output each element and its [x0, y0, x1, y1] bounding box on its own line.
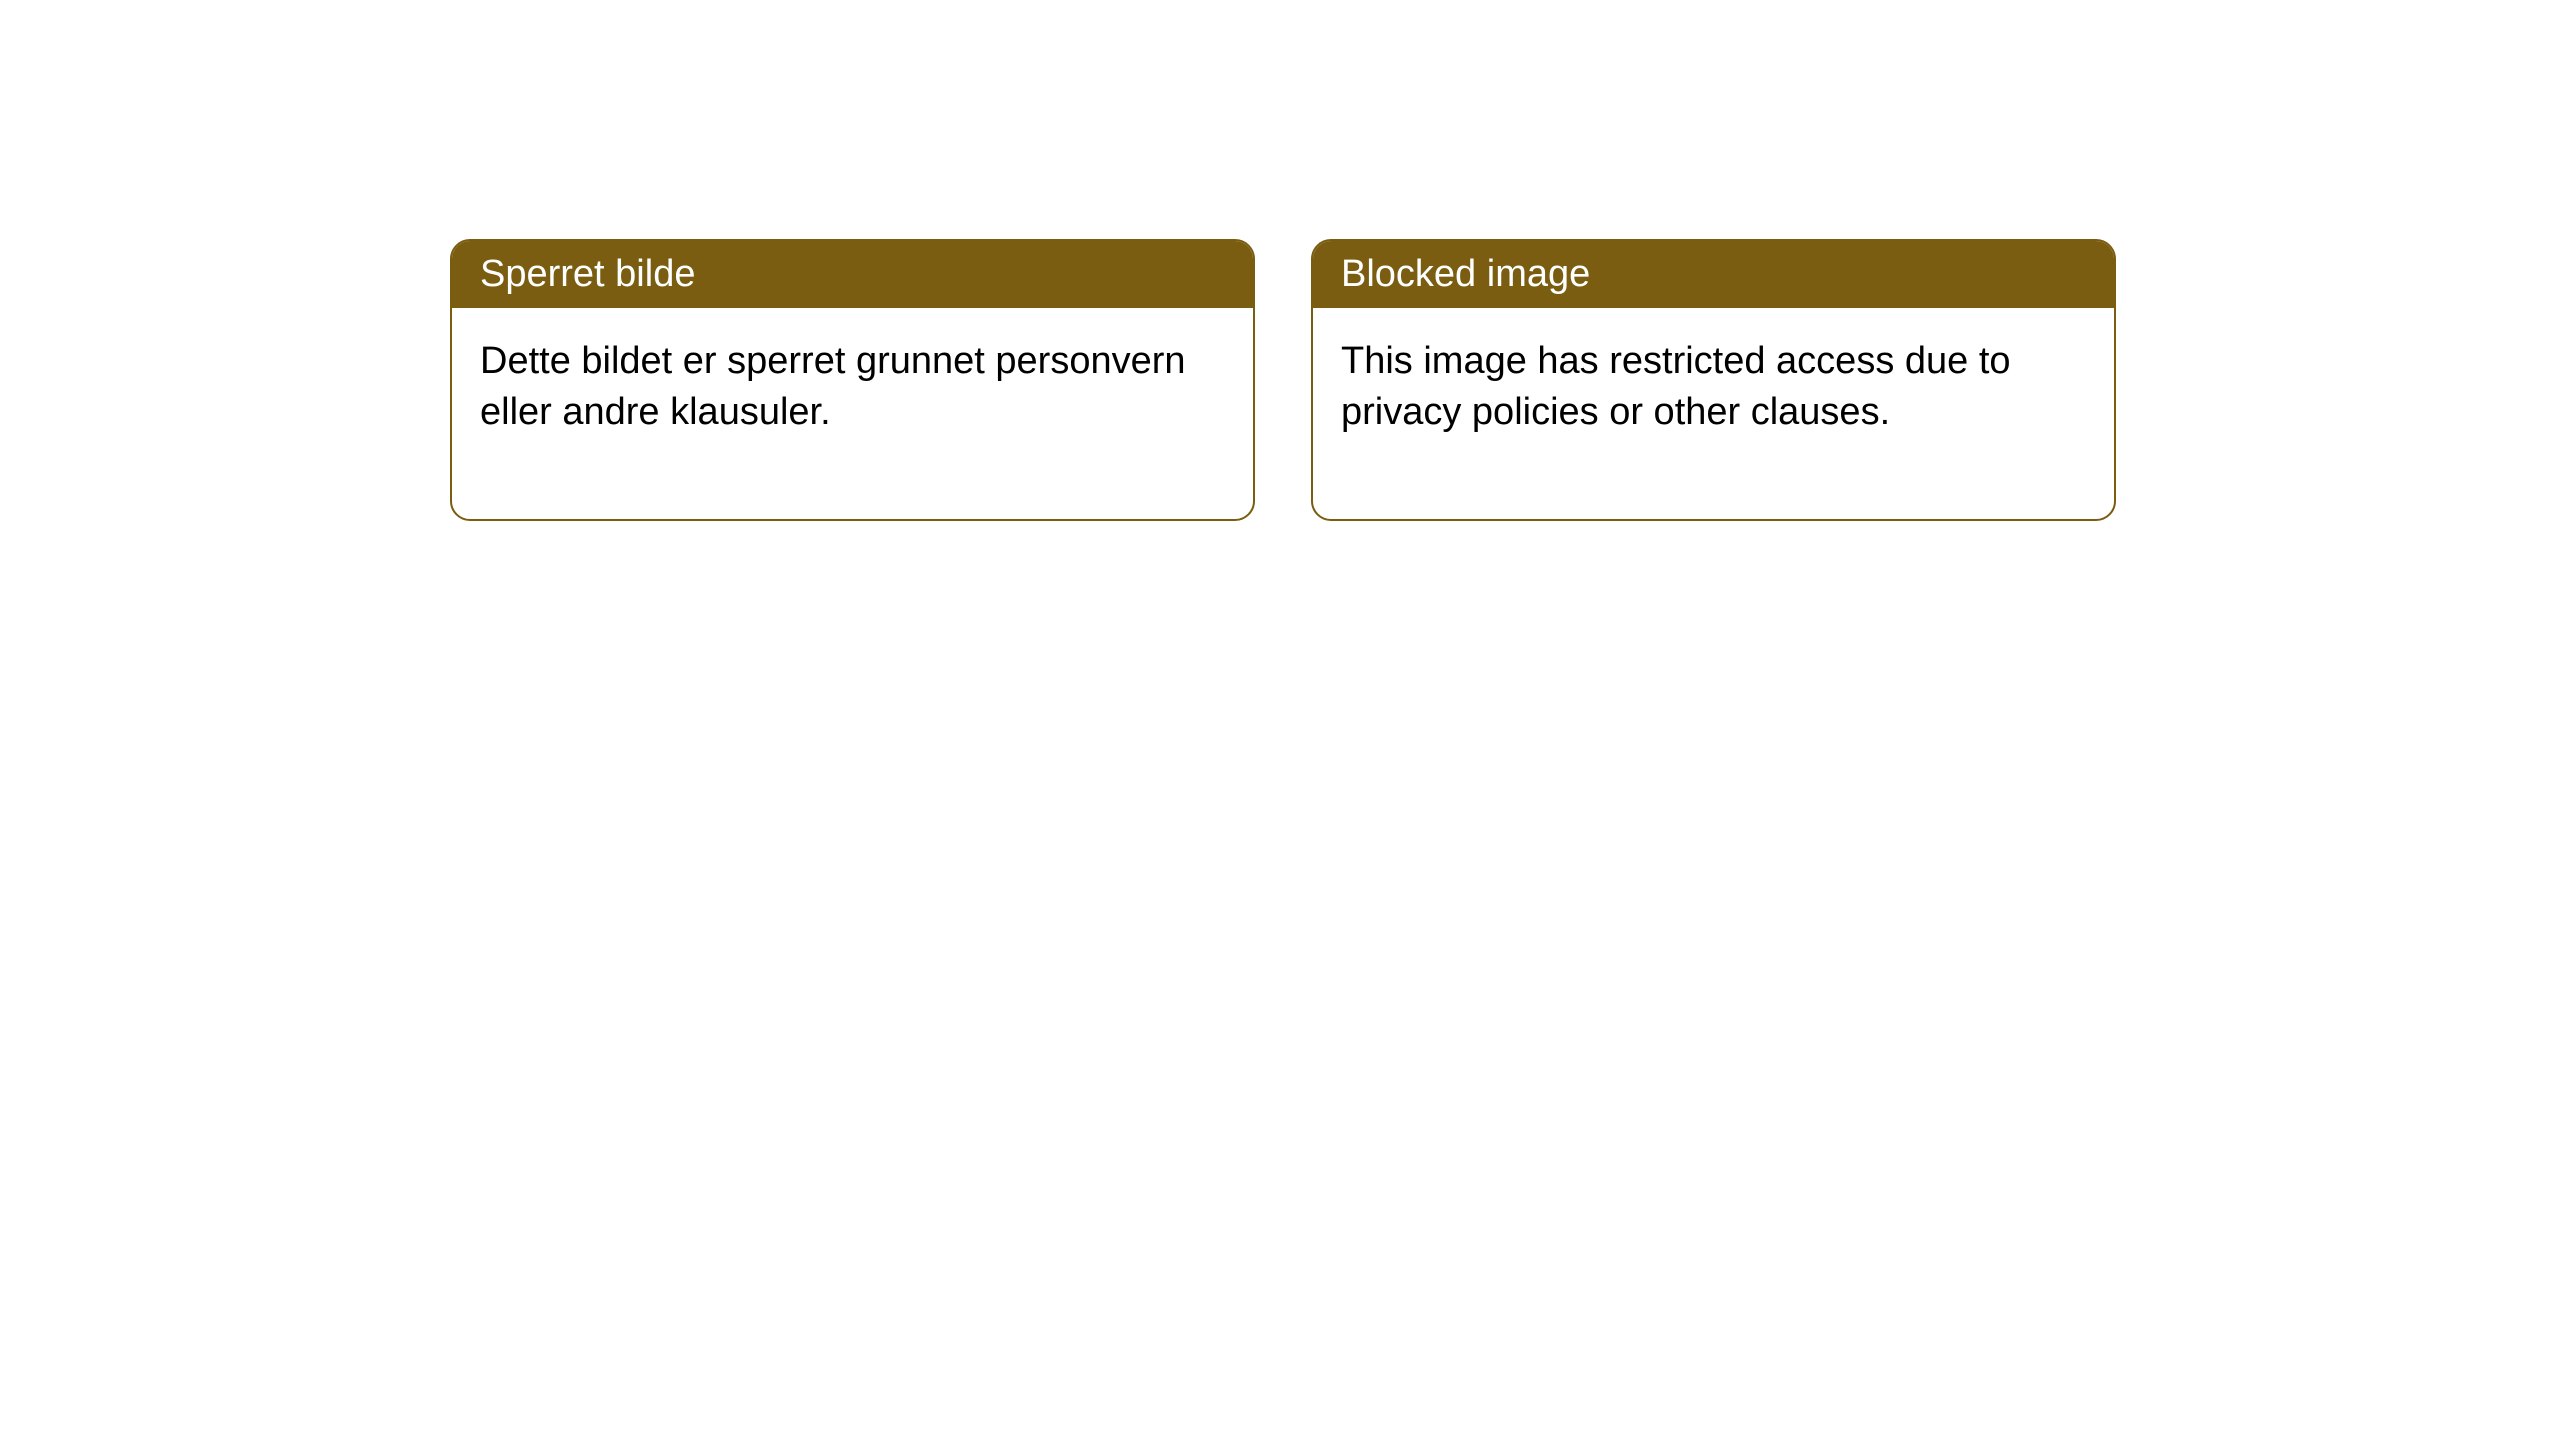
blocked-image-card-norwegian: Sperret bilde Dette bildet er sperret gr… — [450, 239, 1255, 521]
card-body: Dette bildet er sperret grunnet personve… — [452, 308, 1253, 519]
card-body-text: Dette bildet er sperret grunnet personve… — [480, 340, 1186, 433]
card-header: Blocked image — [1313, 241, 2114, 308]
blocked-image-card-english: Blocked image This image has restricted … — [1311, 239, 2116, 521]
card-header: Sperret bilde — [452, 241, 1253, 308]
card-body-text: This image has restricted access due to … — [1341, 340, 2011, 433]
card-header-text: Blocked image — [1341, 253, 1590, 295]
blocked-image-notices: Sperret bilde Dette bildet er sperret gr… — [450, 239, 2116, 521]
card-header-text: Sperret bilde — [480, 253, 695, 295]
card-body: This image has restricted access due to … — [1313, 308, 2114, 519]
